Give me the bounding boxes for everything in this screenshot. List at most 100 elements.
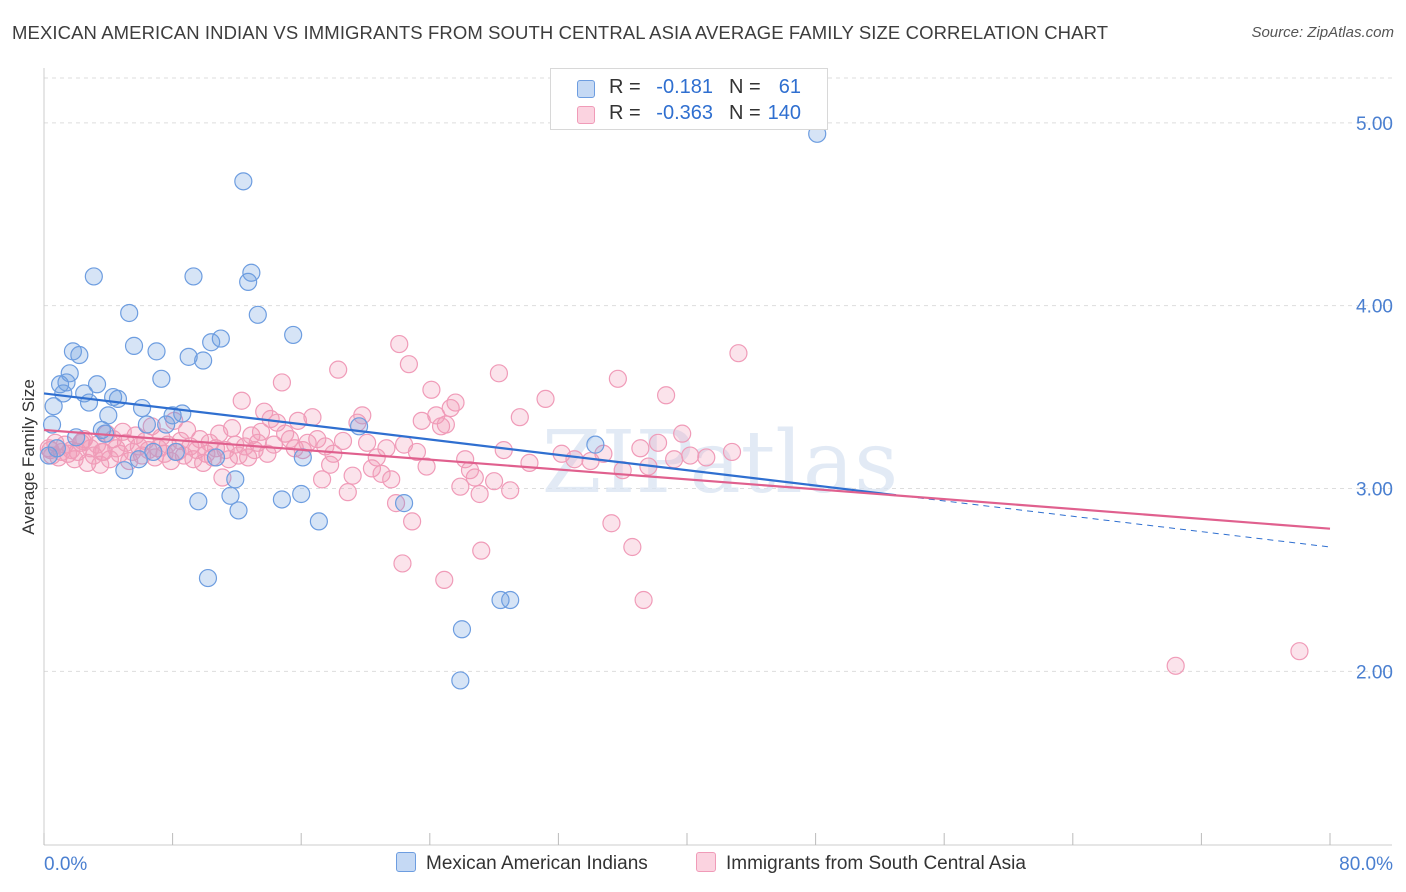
point-immigrants xyxy=(451,477,470,496)
point-immigrants xyxy=(92,442,111,462)
point-mexican xyxy=(115,461,134,480)
x-tick-label: 0.0% xyxy=(44,854,87,875)
legend-r-value: -0.181 xyxy=(656,76,713,98)
point-mexican xyxy=(394,494,414,513)
point-immigrants xyxy=(435,570,454,590)
point-immigrants xyxy=(382,470,401,489)
trend-line-mexican-extrapolated xyxy=(895,494,1331,548)
point-mexican xyxy=(198,568,218,588)
point-mexican xyxy=(108,389,128,409)
point-immigrants xyxy=(602,514,621,533)
y-axis-label: Average Family Size xyxy=(19,379,38,535)
point-immigrants xyxy=(697,448,716,467)
point-immigrants xyxy=(377,439,396,458)
point-mexican xyxy=(234,172,253,191)
point-immigrants xyxy=(276,424,295,443)
watermark: ZIPatlas xyxy=(542,413,898,513)
point-mexican xyxy=(42,415,62,434)
point-mexican xyxy=(586,435,605,454)
point-mexican xyxy=(491,590,510,610)
point-mexican xyxy=(144,442,163,462)
point-immigrants xyxy=(565,450,584,469)
point-mexican xyxy=(272,490,292,509)
legend-swatch-pink xyxy=(696,852,716,872)
point-immigrants xyxy=(272,373,292,392)
point-immigrants xyxy=(329,360,348,379)
point-immigrants xyxy=(353,406,372,425)
trend-lines xyxy=(43,392,1331,548)
legend-n-value: 61 xyxy=(778,76,801,98)
point-mexican xyxy=(309,512,328,531)
point-immigrants xyxy=(631,439,650,458)
point-immigrants xyxy=(258,444,277,463)
point-mexican xyxy=(147,342,166,361)
point-mexican xyxy=(221,486,240,505)
legend-item-mexican: Mexican American Indians xyxy=(396,852,648,878)
point-mexican xyxy=(79,393,99,412)
point-mexican xyxy=(166,442,185,462)
point-immigrants xyxy=(390,334,409,354)
point-mexican xyxy=(293,448,312,467)
point-immigrants xyxy=(657,386,676,405)
point-mexican xyxy=(173,404,192,423)
legend-r-label: R = xyxy=(609,102,641,124)
point-immigrants xyxy=(536,389,555,409)
point-immigrants xyxy=(634,590,653,610)
point-immigrants xyxy=(501,481,520,500)
point-immigrants xyxy=(665,450,684,469)
point-immigrants xyxy=(446,393,465,412)
point-immigrants xyxy=(729,344,748,363)
legend-swatch-pink xyxy=(577,106,595,124)
point-immigrants xyxy=(436,415,455,434)
point-immigrants xyxy=(251,422,271,441)
point-mexican xyxy=(194,351,213,370)
point-mexican xyxy=(99,406,118,425)
point-mexican xyxy=(124,336,144,355)
series-mexican-points xyxy=(39,124,827,690)
point-immigrants xyxy=(403,512,422,531)
point-immigrants xyxy=(343,466,362,485)
point-immigrants xyxy=(239,448,258,467)
point-immigrants xyxy=(472,541,491,560)
point-immigrants xyxy=(321,455,340,474)
point-immigrants xyxy=(465,468,484,487)
y-tick-label: 4.00 xyxy=(1356,297,1393,318)
point-mexican xyxy=(189,492,208,511)
legend-n-label: N = xyxy=(729,102,761,124)
point-immigrants xyxy=(1290,642,1309,661)
x-tick-label: 80.0% xyxy=(1339,854,1393,875)
point-immigrants xyxy=(222,419,242,438)
point-immigrants xyxy=(367,448,386,467)
point-immigrants xyxy=(510,408,529,427)
y-tick-label: 2.00 xyxy=(1356,662,1393,683)
legend-n-value: 140 xyxy=(767,102,801,124)
point-immigrants xyxy=(362,459,382,478)
point-immigrants xyxy=(520,453,539,472)
point-mexican xyxy=(87,375,107,394)
point-immigrants xyxy=(623,537,642,557)
point-immigrants xyxy=(338,483,357,502)
point-immigrants xyxy=(673,424,692,443)
point-mexican xyxy=(452,620,472,639)
legend-r-value: -0.363 xyxy=(656,102,713,124)
point-immigrants xyxy=(441,398,460,418)
point-immigrants xyxy=(681,446,700,465)
point-immigrants xyxy=(393,554,412,573)
point-mexican xyxy=(137,415,156,434)
legend-r-label: R = xyxy=(609,76,641,98)
point-mexican xyxy=(120,303,139,323)
y-tick-label: 5.00 xyxy=(1356,114,1393,135)
point-immigrants xyxy=(312,470,332,489)
legend-n-label: N = xyxy=(729,76,761,98)
point-immigrants xyxy=(422,380,441,399)
legend-swatch-blue xyxy=(577,80,595,98)
trend-line-immigrants xyxy=(43,428,1331,530)
point-immigrants xyxy=(470,484,489,504)
point-immigrants xyxy=(648,433,668,452)
legend-item-immigrants: Immigrants from South Central Asia xyxy=(696,852,1026,878)
point-immigrants xyxy=(485,472,504,491)
legend-swatch-blue xyxy=(396,852,416,872)
point-immigrants xyxy=(427,406,446,425)
legend-label: Immigrants from South Central Asia xyxy=(726,853,1026,874)
point-mexican xyxy=(129,450,148,469)
